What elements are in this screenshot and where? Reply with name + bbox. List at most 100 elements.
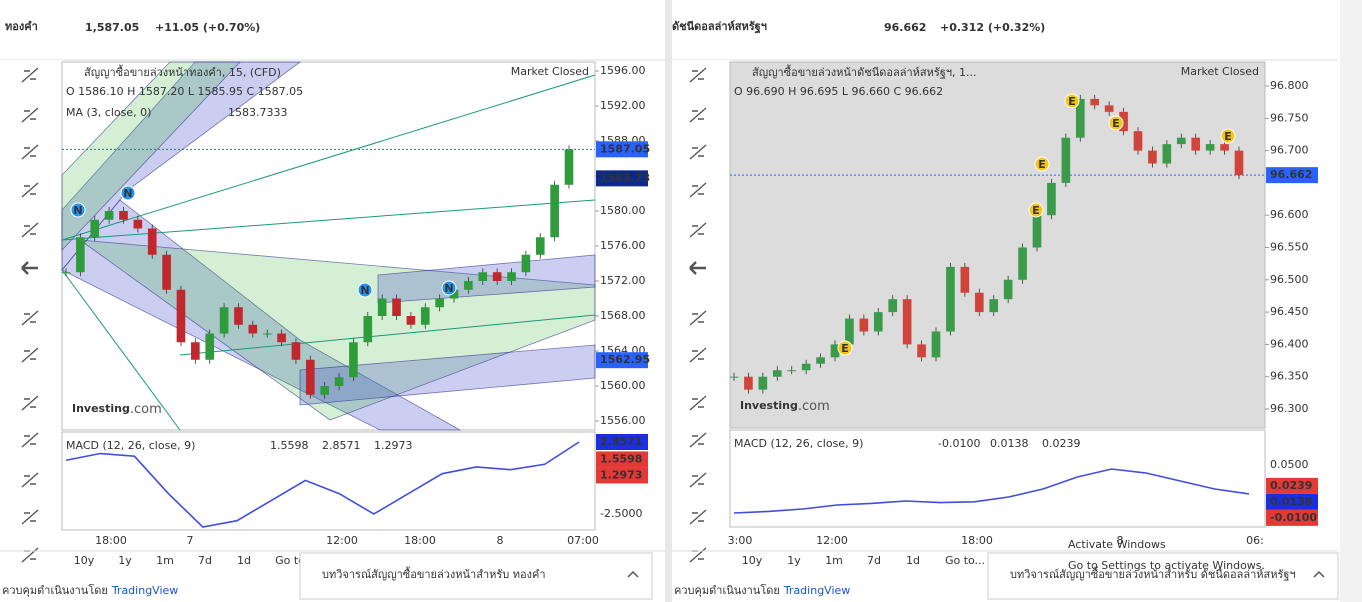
tool-icon[interactable] — [689, 347, 707, 363]
tool-icon[interactable] — [21, 509, 39, 525]
event-marker[interactable] — [837, 340, 853, 356]
candle — [787, 370, 797, 372]
footer: ควบคุมดำเนินงานโดย TradingView — [674, 583, 850, 597]
tool-icon[interactable] — [21, 261, 38, 275]
indicator-value: 1583.7333 — [228, 106, 288, 119]
range-button[interactable]: 1d — [906, 554, 920, 567]
tool-icon[interactable] — [689, 432, 707, 448]
tool-icon[interactable] — [21, 347, 39, 363]
range-button[interactable]: 7d — [198, 554, 212, 567]
range-button[interactable]: 1d — [237, 554, 251, 567]
tool-icon[interactable] — [21, 182, 39, 198]
candle — [119, 211, 128, 220]
event-marker[interactable] — [1064, 93, 1080, 109]
drawing-channel — [61, 199, 462, 431]
candle — [989, 299, 999, 313]
tool-icon[interactable] — [689, 472, 707, 488]
event-marker[interactable] — [357, 282, 373, 298]
divider — [665, 0, 672, 602]
range-button[interactable]: Go to... — [945, 554, 985, 567]
candle — [306, 359, 315, 395]
candle — [1104, 105, 1114, 112]
tool-icon[interactable] — [689, 310, 707, 326]
candle — [564, 149, 574, 185]
tool-icon[interactable] — [21, 310, 39, 326]
event-marker[interactable] — [1108, 115, 1124, 131]
y-tick-label: 96.450 — [1270, 305, 1309, 318]
range-button[interactable]: 1y — [787, 554, 801, 567]
event-marker[interactable] — [1034, 156, 1050, 172]
range-button[interactable]: 10y — [74, 554, 95, 567]
y-tick-label: 1592.00 — [600, 99, 646, 112]
y-tick-label: 1596.00 — [600, 64, 646, 77]
candle — [873, 312, 883, 332]
candle — [219, 307, 229, 334]
macd-value: 1.2973 — [374, 439, 413, 452]
tool-icon[interactable] — [689, 261, 706, 275]
footer-link[interactable]: TradingView — [111, 584, 178, 597]
toolbar — [672, 60, 730, 552]
change: +0.312 (+0.32%) — [940, 21, 1045, 34]
event-marker[interactable] — [120, 185, 136, 201]
tool-icon[interactable] — [21, 222, 39, 238]
footer-link[interactable]: TradingView — [783, 584, 850, 597]
toolbar — [0, 60, 62, 552]
tool-icon[interactable] — [21, 432, 39, 448]
tool-icon[interactable] — [689, 222, 707, 238]
tool-icon[interactable] — [21, 472, 39, 488]
event-marker-letter: N — [444, 282, 453, 295]
candle — [277, 333, 286, 343]
tool-icon[interactable] — [21, 395, 39, 411]
candle — [464, 281, 473, 290]
range-button[interactable]: 7d — [867, 554, 881, 567]
candle — [349, 342, 358, 378]
macd-title: MACD (12, 26, close, 9) — [734, 437, 863, 450]
scrollbar — [1340, 0, 1362, 602]
tool-icon[interactable] — [689, 182, 707, 198]
range-button[interactable]: 1m — [156, 554, 174, 567]
tool-icon[interactable] — [689, 67, 707, 83]
candle — [1176, 137, 1186, 145]
candle — [320, 386, 329, 395]
event-marker[interactable] — [441, 280, 457, 296]
candle — [946, 266, 955, 332]
tool-icon[interactable] — [21, 144, 39, 160]
candle — [535, 237, 545, 255]
candle — [960, 266, 970, 293]
macd-label-box — [596, 451, 648, 468]
tool-icon[interactable] — [689, 395, 707, 411]
tool-icon[interactable] — [21, 67, 39, 83]
price: 96.662 — [884, 21, 926, 34]
time-label: 18:00 — [95, 534, 127, 547]
price: 1,587.05 — [85, 21, 139, 34]
tool-icon[interactable] — [689, 144, 707, 160]
review-popup[interactable] — [987, 552, 1339, 600]
candle — [234, 307, 243, 325]
candle — [1090, 98, 1100, 106]
event-marker[interactable] — [70, 202, 86, 218]
event-marker[interactable] — [1028, 202, 1044, 218]
review-popup[interactable] — [299, 552, 653, 600]
candle — [902, 299, 912, 345]
time-label: 07:00 — [567, 534, 599, 547]
tool-icon[interactable] — [689, 509, 707, 525]
logo: Investing.com — [740, 399, 830, 414]
candle — [830, 344, 840, 358]
trend-line — [61, 74, 596, 241]
symbol: ดัชนีดอลล่าห์สหรัฐฯ — [672, 20, 767, 34]
logo-word: Investing — [72, 402, 130, 415]
candle — [521, 254, 531, 273]
range-button[interactable]: 10y — [742, 554, 763, 567]
candle — [845, 318, 854, 345]
tool-icon[interactable] — [21, 107, 39, 123]
event-marker[interactable] — [1220, 128, 1236, 144]
range-button[interactable]: 1m — [825, 554, 843, 567]
range-button[interactable]: 1y — [118, 554, 132, 567]
range-button[interactable]: Go to — [275, 554, 305, 567]
candle — [191, 342, 200, 360]
y-tick-label: 96.600 — [1270, 208, 1309, 221]
tool-icon[interactable] — [689, 107, 707, 123]
change: +11.05 (+0.70%) — [155, 21, 260, 34]
